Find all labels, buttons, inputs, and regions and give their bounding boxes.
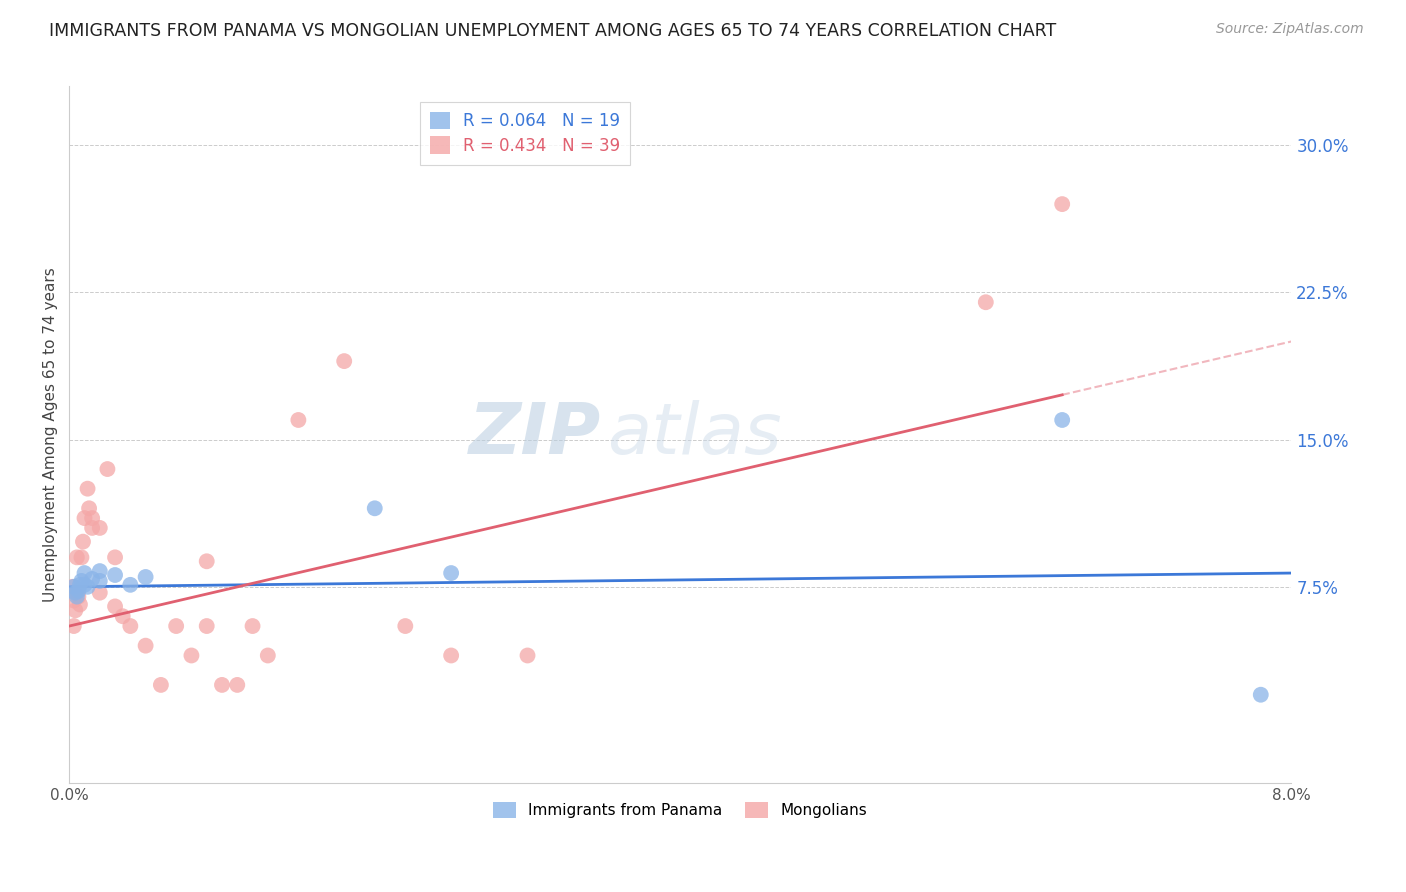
Point — [72, 534, 94, 549]
Point — [62, 580, 84, 594]
Point — [67, 590, 90, 604]
Point — [440, 648, 463, 663]
Point — [89, 564, 111, 578]
Text: Source: ZipAtlas.com: Source: ZipAtlas.com — [1216, 22, 1364, 37]
Text: ZIP: ZIP — [468, 401, 600, 469]
Point — [180, 648, 202, 663]
Point — [195, 554, 218, 568]
Point — [287, 413, 309, 427]
Point — [66, 585, 89, 599]
Point — [69, 578, 91, 592]
Point — [165, 619, 187, 633]
Point — [104, 568, 127, 582]
Point — [211, 678, 233, 692]
Point — [96, 462, 118, 476]
Point — [65, 585, 87, 599]
Point — [67, 583, 90, 598]
Point — [104, 550, 127, 565]
Point — [195, 619, 218, 633]
Point — [974, 295, 997, 310]
Text: IMMIGRANTS FROM PANAMA VS MONGOLIAN UNEMPLOYMENT AMONG AGES 65 TO 74 YEARS CORRE: IMMIGRANTS FROM PANAMA VS MONGOLIAN UNEM… — [49, 22, 1056, 40]
Point — [104, 599, 127, 614]
Point — [70, 550, 93, 565]
Point — [62, 619, 84, 633]
Point — [242, 619, 264, 633]
Y-axis label: Unemployment Among Ages 65 to 74 years: Unemployment Among Ages 65 to 74 years — [44, 268, 58, 602]
Point — [66, 590, 89, 604]
Point — [135, 639, 157, 653]
Point — [89, 574, 111, 588]
Point — [69, 598, 91, 612]
Point — [73, 511, 96, 525]
Point — [60, 580, 83, 594]
Point — [364, 501, 387, 516]
Point — [1050, 413, 1073, 427]
Point — [82, 511, 104, 525]
Point — [65, 603, 87, 617]
Point — [440, 566, 463, 580]
Point — [256, 648, 278, 663]
Point — [135, 570, 157, 584]
Point — [1250, 688, 1272, 702]
Point — [76, 482, 98, 496]
Point — [77, 501, 100, 516]
Point — [62, 593, 84, 607]
Point — [89, 521, 111, 535]
Point — [82, 521, 104, 535]
Point — [82, 572, 104, 586]
Point — [120, 578, 142, 592]
Point — [394, 619, 416, 633]
Point — [66, 550, 89, 565]
Legend: Immigrants from Panama, Mongolians: Immigrants from Panama, Mongolians — [486, 796, 873, 824]
Text: atlas: atlas — [607, 401, 782, 469]
Point — [73, 578, 96, 592]
Point — [120, 619, 142, 633]
Point — [226, 678, 249, 692]
Point — [1050, 197, 1073, 211]
Point — [89, 585, 111, 599]
Point — [76, 580, 98, 594]
Point — [516, 648, 538, 663]
Point — [111, 609, 134, 624]
Point — [73, 566, 96, 580]
Point — [333, 354, 356, 368]
Point — [149, 678, 172, 692]
Point — [70, 574, 93, 588]
